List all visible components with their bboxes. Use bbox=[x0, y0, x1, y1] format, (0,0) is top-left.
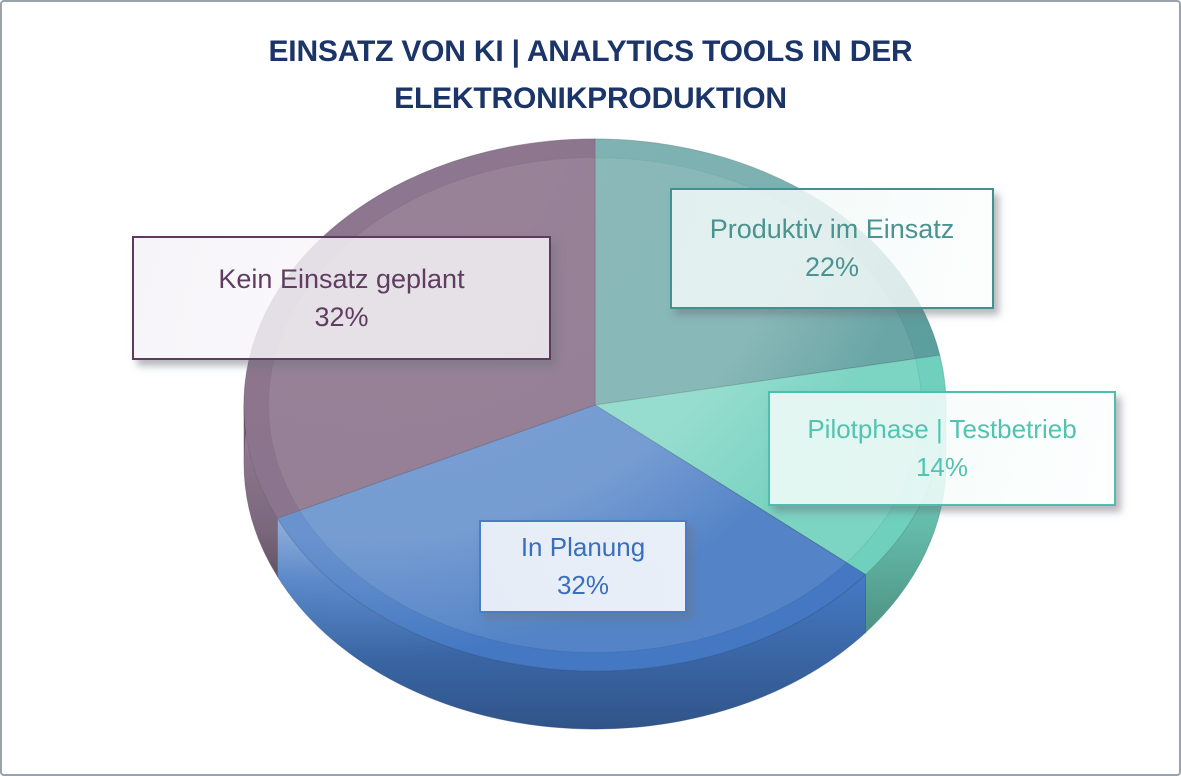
callout-in-planung: In Planung 32% bbox=[479, 520, 687, 613]
callout-value: 32% bbox=[556, 570, 610, 600]
callout-produktiv-im-einsatz: Produktiv im Einsatz 22% bbox=[670, 188, 994, 309]
chart-title: EINSATZ VON KI | ANALYTICS TOOLS IN DER … bbox=[2, 28, 1179, 122]
callout-value: 32% bbox=[314, 301, 369, 332]
chart-title-line1: EINSATZ VON KI | ANALYTICS TOOLS IN DER bbox=[268, 35, 913, 68]
callout-label: In Planung bbox=[520, 532, 646, 562]
callout-pilotphase-testbetrieb: Pilotphase | Testbetrieb 14% bbox=[768, 391, 1116, 506]
callout-label: Kein Einsatz geplant bbox=[218, 263, 465, 294]
callout-kein-einsatz-geplant: Kein Einsatz geplant 32% bbox=[132, 236, 551, 360]
callout-value: 22% bbox=[804, 252, 860, 282]
callout-label: Produktiv im Einsatz bbox=[709, 214, 955, 244]
chart-title-line2: ELEKTRONIKPRODUKTION bbox=[394, 82, 787, 115]
callout-label: Pilotphase | Testbetrieb bbox=[807, 414, 1077, 444]
callout-value: 14% bbox=[915, 452, 969, 482]
